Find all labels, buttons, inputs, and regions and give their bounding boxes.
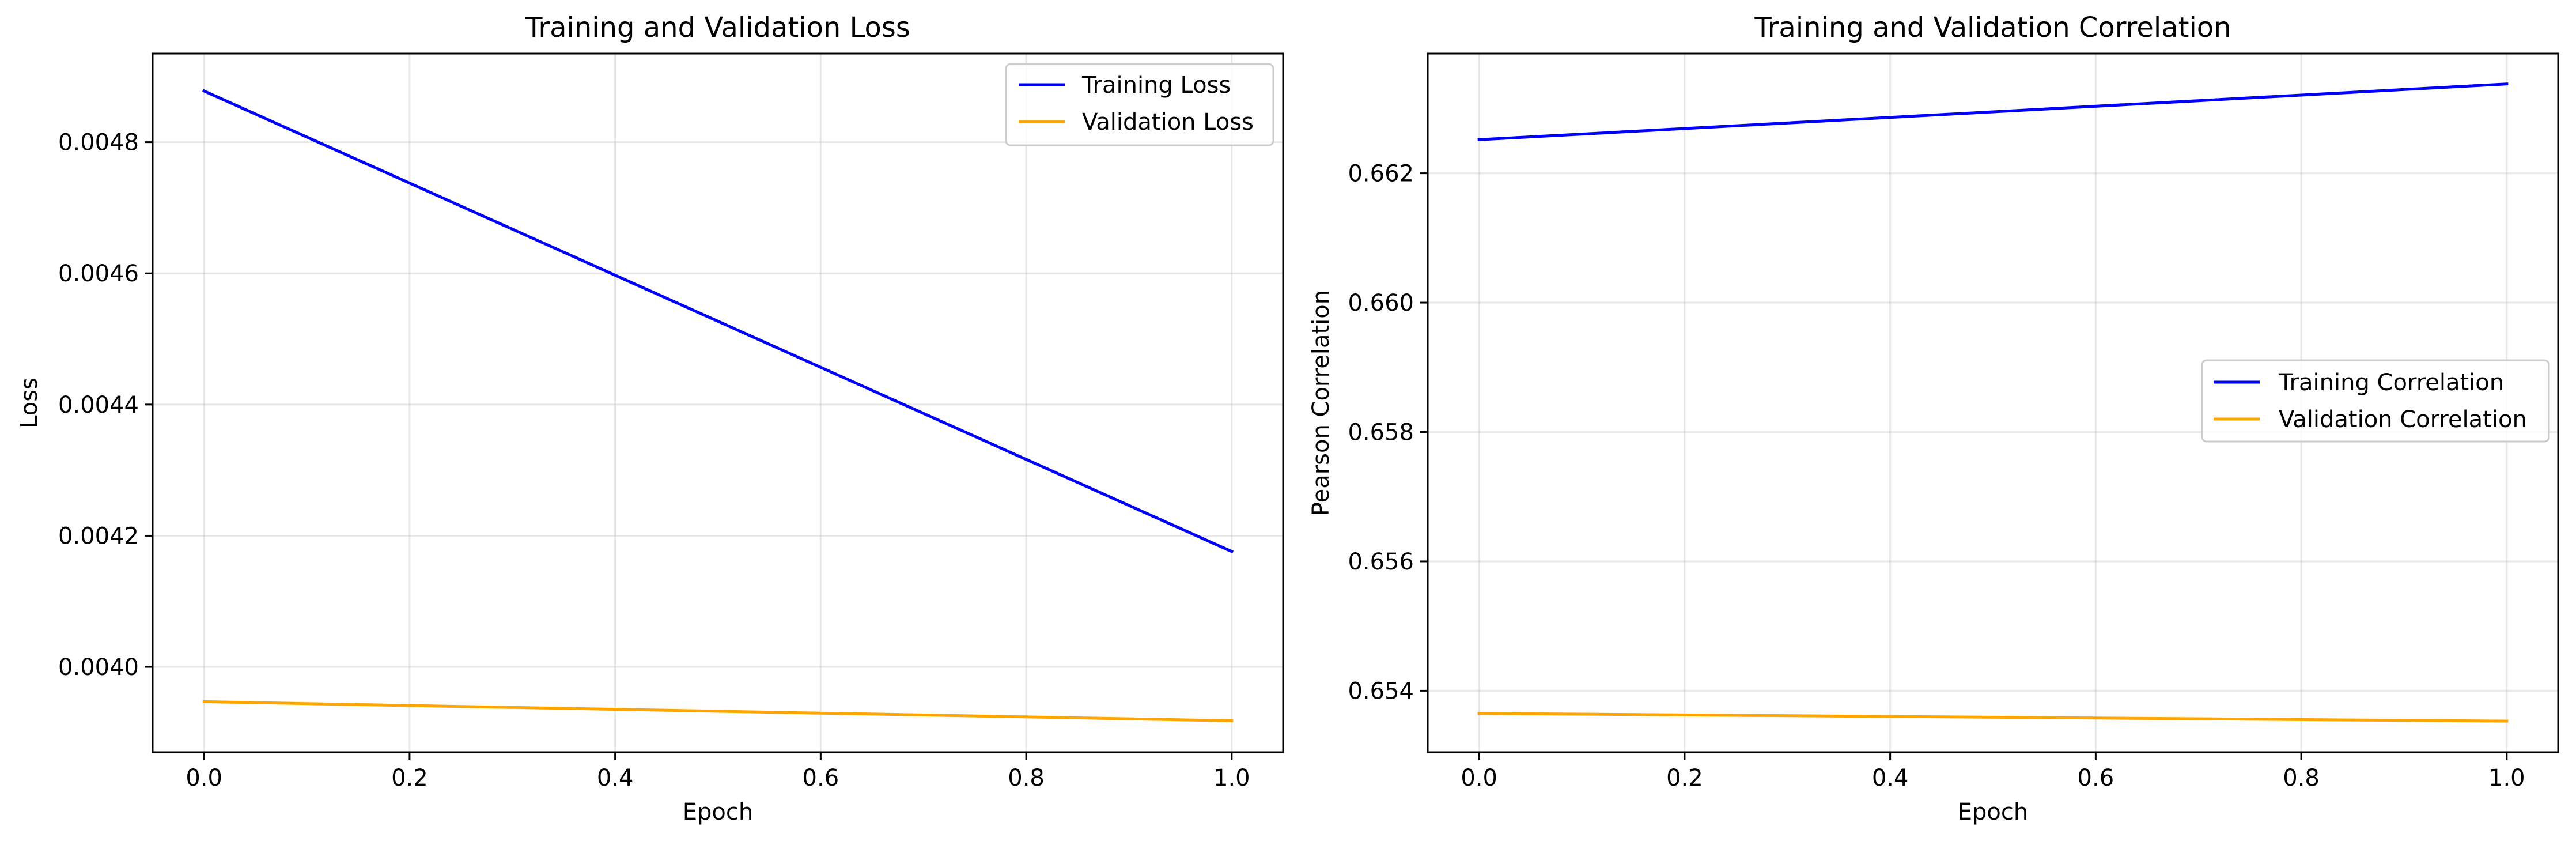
x-tick-label: 0.0 [1461,765,1497,791]
x-tick-label: 0.4 [1872,765,1909,791]
y-tick-label: 0.656 [1348,549,1414,575]
x-tick-label: 0.0 [186,765,222,791]
y-axis-label: Pearson Correlation [1308,290,1334,516]
x-axis-ticks: 0.0 0.2 0.4 0.6 0.8 1.0 [1461,752,2525,791]
y-tick-label: 0.0040 [58,654,139,681]
series-line-training-loss [202,89,1234,554]
legend: Training Correlation Validation Correlat… [2201,359,2550,443]
series-lines [1477,82,2509,723]
y-tick-label: 0.662 [1348,161,1414,187]
x-axis-ticks: 0.0 0.2 0.4 0.6 0.8 1.0 [186,752,1250,791]
x-tick-label: 1.0 [2488,765,2525,791]
loss-chart-panel: Training and Validation Loss 0.0 0.2 0.4 0.… [16,12,1284,825]
series-line-training-correlation [1477,82,2509,141]
y-axis-label: Loss [16,378,43,428]
chart-title: Training and Validation Loss [525,12,910,44]
legend-label-training-correlation: Training Correlation [2278,369,2504,396]
x-tick-label: 0.8 [1008,765,1045,791]
series-lines [202,89,1234,722]
x-tick-label: 0.2 [1666,765,1703,791]
plot-frame [152,52,1284,753]
grid [153,54,1283,752]
legend-label-validation-loss: Validation Loss [1082,109,1254,135]
x-tick-label: 0.2 [391,765,428,791]
y-tick-label: 0.658 [1348,420,1414,446]
legend-frame [2201,359,2550,443]
legend: Training Loss Validation Loss [1005,63,1274,146]
legend-label-training-loss: Training Loss [1081,72,1231,99]
x-tick-label: 0.6 [2078,765,2114,791]
y-tick-label: 0.0048 [58,130,139,156]
y-axis-ticks: 0.0040 0.0042 0.0044 0.0046 0.0048 [58,130,153,681]
x-tick-label: 0.4 [597,765,634,791]
chart-title: Training and Validation Correlation [1754,12,2231,44]
series-line-validation-loss [202,700,1234,722]
y-tick-label: 0.0046 [58,261,139,287]
legend-frame [1005,63,1274,146]
legend-label-validation-correlation: Validation Correlation [2279,406,2527,433]
series-line-validation-correlation [1477,712,2509,723]
correlation-chart-panel: Training and Validation Correlation 0.0 0… [1308,12,2559,825]
y-axis-ticks: 0.654 0.656 0.658 0.660 0.662 [1348,161,1428,704]
x-tick-label: 0.8 [2283,765,2320,791]
x-axis-label: Epoch [1958,799,2028,825]
y-tick-label: 0.660 [1348,290,1414,316]
x-axis-label: Epoch [683,799,753,825]
y-tick-label: 0.0042 [58,523,139,549]
x-tick-label: 1.0 [1213,765,1250,791]
x-tick-label: 0.6 [803,765,839,791]
y-tick-label: 0.654 [1348,678,1414,704]
plot-frame [1427,52,2559,753]
y-tick-label: 0.0044 [58,392,139,418]
